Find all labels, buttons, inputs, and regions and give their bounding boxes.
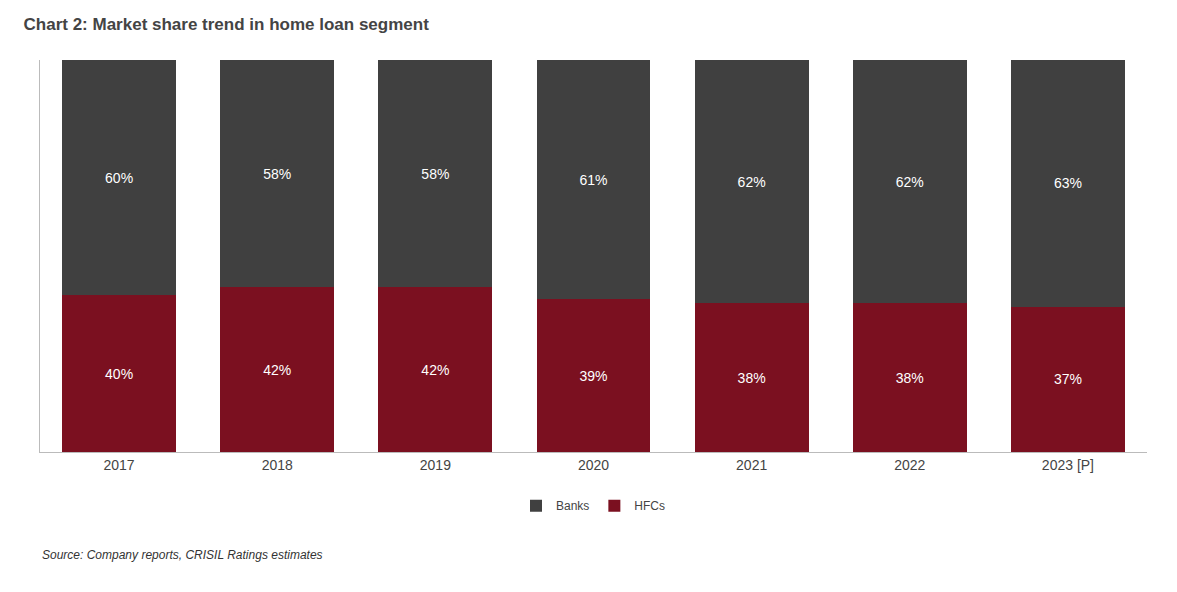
svg-text:37%: 37% [1054,371,1082,387]
svg-text:2022: 2022 [894,457,925,473]
svg-text:63%: 63% [1054,175,1082,191]
svg-text:2021: 2021 [736,457,767,473]
svg-text:42%: 42% [421,362,449,378]
svg-text:2018: 2018 [262,457,293,473]
svg-text:42%: 42% [263,362,291,378]
svg-text:40%: 40% [105,366,133,382]
svg-text:Chart 2: Market share trend in: Chart 2: Market share trend in home loan… [24,15,430,34]
svg-text:Banks: Banks [556,499,589,513]
svg-text:Source: Company reports, CRISI: Source: Company reports, CRISIL Ratings … [42,548,323,562]
svg-text:62%: 62% [738,174,766,190]
svg-text:2017: 2017 [103,457,134,473]
svg-text:60%: 60% [105,170,133,186]
svg-text:38%: 38% [738,370,766,386]
svg-text:2019: 2019 [420,457,451,473]
svg-text:38%: 38% [896,370,924,386]
svg-text:2023 [P]: 2023 [P] [1042,457,1094,473]
svg-text:58%: 58% [263,166,291,182]
svg-text:2020: 2020 [578,457,609,473]
svg-text:58%: 58% [421,166,449,182]
svg-text:61%: 61% [579,172,607,188]
svg-text:62%: 62% [896,174,924,190]
svg-text:39%: 39% [579,368,607,384]
svg-text:HFCs: HFCs [634,499,665,513]
